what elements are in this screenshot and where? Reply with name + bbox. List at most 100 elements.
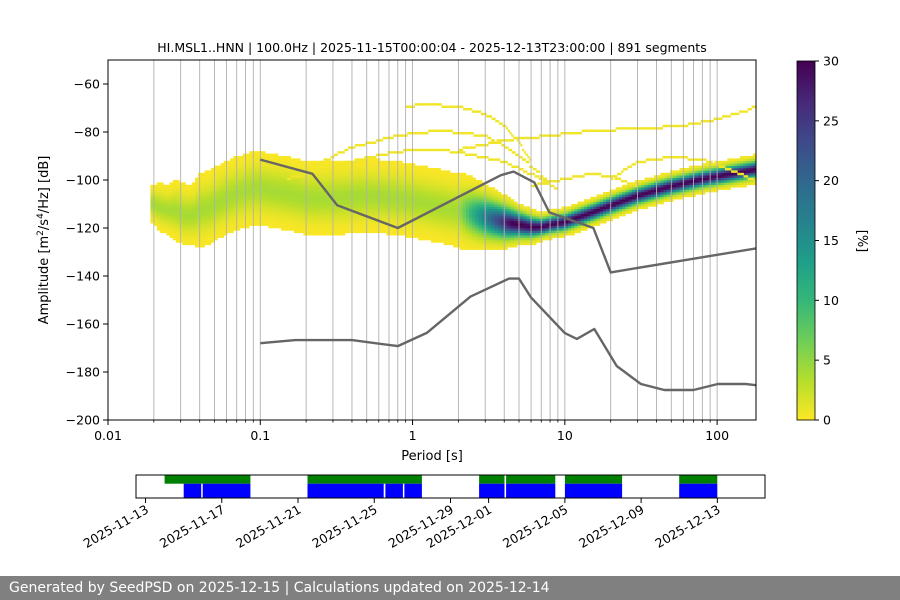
heatmap-cell	[360, 170, 365, 174]
heatmap-cell	[182, 230, 186, 234]
heatmap-cell	[501, 247, 505, 250]
scatter-cell	[561, 177, 564, 180]
scatter-cell	[379, 139, 384, 142]
heatmap-cell	[414, 218, 419, 222]
heatmap-cell	[386, 194, 390, 198]
heatmap-cell	[188, 201, 193, 205]
scatter-cell	[414, 132, 419, 135]
heatmap-cell	[443, 223, 448, 226]
heatmap-cell	[367, 211, 371, 214]
scatter-cell	[745, 175, 749, 178]
colorbar-segment	[797, 174, 815, 179]
heatmap-cell	[411, 165, 416, 169]
heatmap-cell	[450, 196, 454, 200]
y-tick-label: −200	[66, 413, 100, 428]
heatmap-cell	[488, 230, 492, 234]
heatmap-cell	[220, 177, 225, 181]
heatmap-cell	[363, 225, 368, 229]
heatmap-cell	[252, 223, 257, 226]
heatmap-cell	[360, 182, 365, 186]
heatmap-cell	[233, 206, 237, 210]
heatmap-cell	[367, 182, 371, 186]
heatmap-cell	[571, 225, 575, 229]
heatmap-cell	[692, 165, 696, 169]
heatmap-cell	[156, 218, 161, 222]
heatmap-cell	[494, 232, 499, 236]
heatmap-cell	[360, 199, 365, 202]
heatmap-cell	[370, 206, 374, 210]
heatmap-cell	[211, 172, 215, 176]
heatmap-cell	[281, 201, 285, 205]
heatmap-cell	[430, 211, 435, 214]
scatter-cell	[720, 165, 724, 168]
timeline-tick-label: 2025-11-13	[81, 502, 151, 551]
heatmap-cell	[220, 206, 225, 210]
scatter-cell	[435, 129, 439, 132]
heatmap-cell	[226, 211, 231, 214]
heatmap-cell	[274, 192, 279, 195]
heatmap-cell	[223, 201, 228, 205]
heatmap-cell	[462, 218, 467, 222]
heatmap-cell	[214, 180, 218, 183]
scatter-cell	[649, 127, 655, 130]
heatmap-cell	[249, 170, 253, 174]
heatmap-cell	[414, 177, 419, 181]
heatmap-cell	[211, 182, 215, 186]
heatmap-cell	[351, 175, 355, 178]
scatter-cell	[489, 115, 493, 118]
heatmap-cell	[418, 180, 422, 183]
heatmap-cell	[252, 220, 257, 224]
heatmap-cell	[669, 177, 674, 181]
scatter-cell	[538, 177, 543, 180]
heatmap-cell	[223, 204, 228, 207]
heatmap-cell	[660, 199, 664, 202]
scatter-cell	[457, 151, 462, 154]
heatmap-cell	[392, 184, 397, 188]
heatmap-cell	[446, 184, 451, 188]
heatmap-cell	[386, 211, 390, 214]
heatmap-cell	[402, 225, 406, 229]
heatmap-cell	[373, 182, 378, 186]
heatmap-cell	[571, 230, 575, 234]
heatmap-cell	[211, 228, 215, 231]
heatmap-cell	[373, 223, 378, 226]
heatmap-cell	[405, 201, 410, 205]
heatmap-cell	[223, 213, 228, 217]
ppsd-plot-area: 0.01 0.1 1 10 100−200−180−160−140−120−100−80…	[66, 59, 757, 443]
heatmap-cell	[195, 194, 199, 198]
colorbar-segment	[797, 333, 815, 337]
scatter-cell	[536, 170, 541, 173]
heatmap-cell	[717, 160, 722, 164]
heatmap-cell	[654, 189, 658, 193]
heatmap-cell	[478, 247, 483, 250]
heatmap-cell	[695, 170, 700, 174]
heatmap-cell	[459, 206, 464, 210]
heatmap-cell	[271, 184, 276, 188]
scatter-cell	[662, 124, 668, 128]
heatmap-cell	[367, 218, 371, 222]
heatmap-cell	[571, 211, 575, 214]
heatmap-cell	[609, 204, 613, 207]
heatmap-cell	[625, 184, 629, 188]
heatmap-cell	[160, 206, 164, 210]
heatmap-cell	[427, 177, 432, 181]
heatmap-cell	[322, 180, 327, 183]
heatmap-cell	[252, 201, 257, 205]
heatmap-cell	[249, 153, 253, 157]
heatmap-cell	[510, 244, 515, 248]
heatmap-cell	[306, 211, 311, 214]
heatmap-cell	[252, 213, 257, 217]
heatmap-cell	[749, 163, 754, 166]
heatmap-cell	[443, 232, 448, 236]
heatmap-cell	[284, 158, 288, 162]
heatmap-cell	[392, 170, 397, 174]
colorbar-segment	[797, 162, 815, 167]
heatmap-cell	[692, 175, 696, 178]
heatmap-cell	[577, 216, 582, 219]
heatmap-cell	[631, 192, 636, 195]
heatmap-cell	[211, 204, 215, 207]
heatmap-cell	[507, 223, 511, 226]
heatmap-cell	[615, 189, 620, 193]
scatter-cell	[483, 144, 489, 147]
heatmap-cell	[383, 228, 387, 231]
